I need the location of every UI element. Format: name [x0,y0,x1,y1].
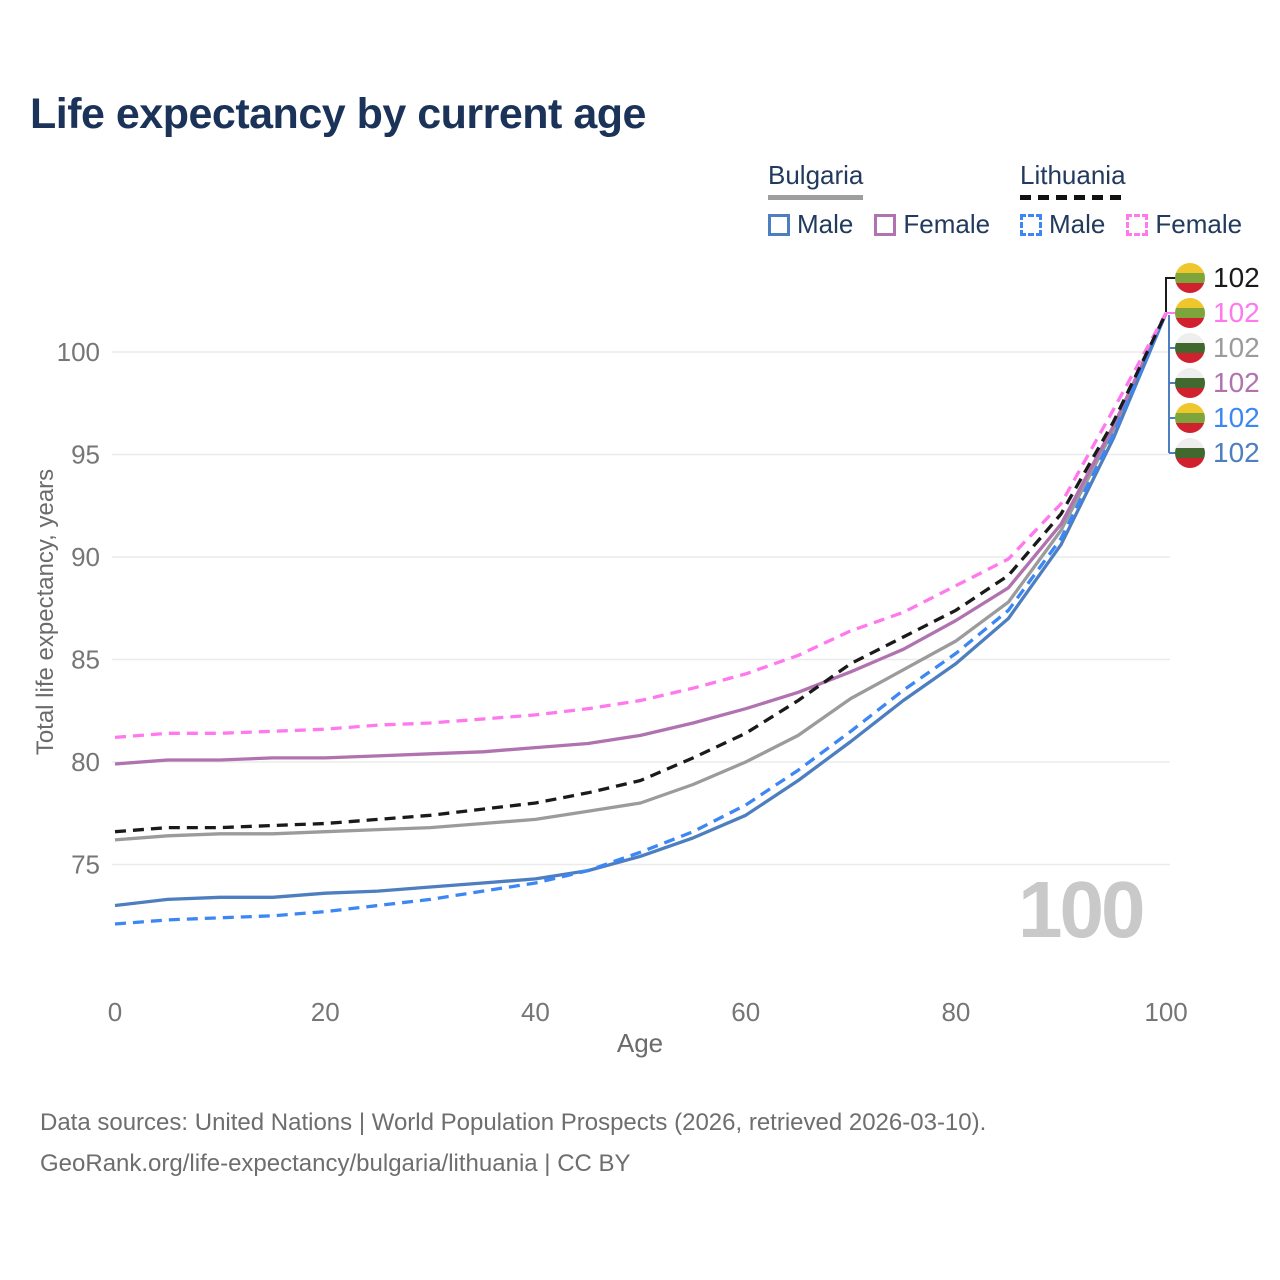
lithuania-flag-icon [1175,403,1205,433]
bulgaria-flag-icon [1175,438,1205,468]
x-axis-title: Age [616,1028,664,1058]
legend-item-label: Male [797,209,854,239]
bulgaria-flag-icon [1175,333,1205,363]
end-label-lithuania-male: 102 [1175,402,1260,433]
end-value: 102 [1213,297,1260,328]
series-line-lithuania[interactable] [114,312,1168,834]
x-tick-label: 100 [1144,997,1187,1027]
leader-line-lithuania [1165,277,1176,312]
legend-item-lithuania-female[interactable]: Female [1126,209,1242,240]
x-tick-label: 60 [731,997,760,1027]
series-line-lithuania-female[interactable] [114,312,1168,740]
legend-group-lithuania: Lithuania Male Female [1020,160,1242,240]
lithuania-flag-icon [1175,298,1205,328]
end-label-bulgaria-female: 102 [1175,367,1260,398]
x-tick-label: 80 [941,997,970,1027]
series-line-bulgaria-female[interactable] [114,312,1168,766]
end-value: 102 [1213,367,1260,398]
x-tick-label: 0 [108,997,122,1027]
x-tick-label: 40 [521,997,550,1027]
end-label-bulgaria: 102 [1175,332,1260,363]
y-tick-label: 75 [71,850,100,880]
x-tick-label: 20 [311,997,340,1027]
leader-line-group [1168,315,1176,454]
end-label-lithuania: 102 [1175,262,1260,293]
end-value: 102 [1213,437,1260,468]
legend-item-bulgaria-male[interactable]: Male [768,209,853,240]
legend-country-label: Bulgaria [768,160,864,190]
series-line-lithuania-male[interactable] [114,312,1168,926]
bulgaria-female-swatch-icon [874,213,897,236]
bulgaria-male-swatch-icon [768,213,790,236]
y-tick-label: 95 [71,440,100,470]
age-watermark: 100 [1018,865,1145,954]
y-tick-label: 90 [71,542,100,572]
page-title: Life expectancy by current age [30,90,646,138]
footer-attribution: GeoRank.org/life-expectancy/bulgaria/lit… [40,1150,631,1177]
legend-item-lithuania-male[interactable]: Male [1020,209,1105,240]
legend-country-lithuania[interactable]: Lithuania [1020,160,1126,200]
end-label-lithuania-female: 102 [1175,297,1260,328]
legend-item-bulgaria-female[interactable]: Female [874,209,990,240]
lithuania-male-swatch-icon [1020,213,1042,236]
y-tick-label: 100 [57,337,100,367]
footer-sources: Data sources: United Nations | World Pop… [40,1109,987,1136]
solid-line-style-icon [768,195,864,200]
lithuania-flag-icon [1175,263,1205,293]
footer: Data sources: United Nations | World Pop… [40,1102,986,1184]
dashed-line-style-icon [1020,195,1126,200]
legend-country-bulgaria[interactable]: Bulgaria [768,160,864,200]
end-label-bulgaria-male: 102 [1175,437,1260,468]
y-tick-label: 85 [71,645,100,675]
legend-country-label: Lithuania [1020,160,1126,190]
series-line-bulgaria[interactable] [114,312,1168,842]
y-axis-title: Total life expectancy, years [32,468,59,756]
end-value: 102 [1213,332,1260,363]
y-tick-label: 80 [71,747,100,777]
legend-item-label: Female [1155,209,1243,239]
legend-item-label: Female [903,209,991,239]
lithuania-female-swatch-icon [1126,213,1149,236]
legend-item-label: Male [1049,209,1106,239]
legend-group-bulgaria: Bulgaria Male Female [768,160,990,240]
end-value: 102 [1213,262,1260,293]
bulgaria-flag-icon [1175,368,1205,398]
series-line-bulgaria-male[interactable] [114,312,1168,908]
end-value: 102 [1213,402,1260,433]
